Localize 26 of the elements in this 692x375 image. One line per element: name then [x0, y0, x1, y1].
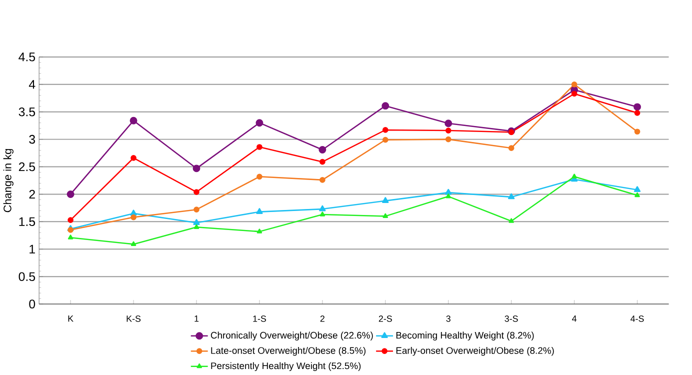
x-tick-label: K-S — [126, 316, 141, 322]
x-tick-label: 4 — [572, 316, 577, 322]
y-tick-label: 0 — [29, 300, 36, 309]
y-tick-label: 3.5 — [18, 108, 36, 116]
y-tick-label: 4.5 — [18, 52, 36, 62]
legend-label: Chronically Overweight/Obese (22.6%) — [210, 332, 373, 341]
x-tick-label: 4-S — [630, 316, 644, 322]
y-tick-label: 4 — [28, 80, 36, 89]
legend-label: Early-onset Overweight/Obese (8.2%) — [396, 347, 554, 356]
legend-label: Late-onset Overweight/Obese (8.5%) — [211, 347, 366, 356]
y-axis-title: Change in kg — [3, 149, 14, 212]
x-tick-label: 2-S — [378, 316, 392, 322]
y-tick-label: 2 — [29, 190, 35, 199]
x-tick-label: K — [68, 316, 74, 322]
y-tick-label: 3 — [29, 135, 36, 144]
x-tick-label: 1-S — [253, 316, 266, 322]
legend-label: Becoming Healthy Weight (8.2%) — [396, 332, 534, 341]
y-tick-label: 2.5 — [18, 162, 36, 172]
x-tick-label: 3 — [446, 316, 450, 322]
y-tick-label: 1.5 — [19, 218, 36, 226]
y-tick-label: 0.5 — [18, 272, 36, 282]
x-tick-label: 3-S — [504, 316, 518, 322]
legend-label: Persistently Healthy Weight (52.5%) — [211, 362, 361, 372]
y-tick-label: 1 — [30, 245, 35, 254]
x-tick-label: 1 — [194, 316, 199, 322]
x-tick-label: 2 — [320, 316, 324, 322]
